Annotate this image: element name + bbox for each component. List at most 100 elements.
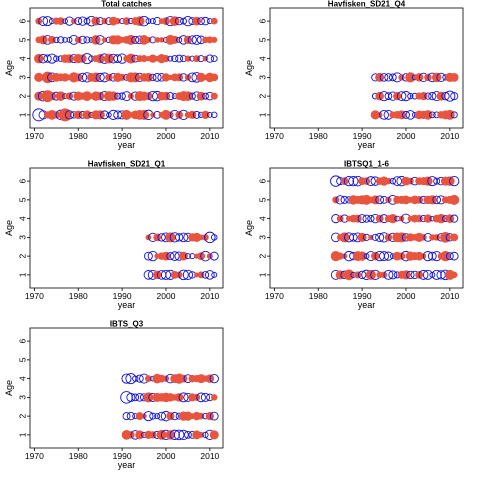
x-tick-label: 2010	[200, 291, 219, 301]
negative-residual-point	[388, 270, 398, 280]
positive-residual-point	[209, 430, 219, 440]
positive-residual-point	[125, 53, 136, 64]
positive-residual-point	[415, 195, 424, 204]
positive-residual-point	[184, 55, 192, 62]
negative-residual-point	[154, 413, 161, 420]
positive-residual-point	[202, 55, 209, 62]
panel-3: Havfisken_SD21_Q1 1970 1980 1990 2000 2010 1 2 3…	[4, 160, 224, 310]
y-axis-label: Age	[4, 220, 14, 236]
y-tick-label: 1	[17, 112, 27, 117]
negative-residual-point	[431, 269, 442, 280]
y-tick-label: 4	[17, 56, 27, 61]
negative-residual-point	[335, 195, 345, 205]
negative-residual-point	[78, 72, 88, 82]
y-tick-label: 2	[257, 253, 267, 258]
y-tick-label: 5	[257, 37, 267, 42]
negative-residual-point	[428, 111, 436, 119]
y-tick-label: 1	[257, 272, 267, 277]
y-tick-label: 4	[257, 216, 267, 221]
negative-residual-point	[196, 392, 206, 403]
positive-residual-point	[388, 213, 398, 224]
negative-residual-point	[187, 35, 197, 45]
positive-residual-point	[158, 37, 165, 43]
negative-residual-point	[200, 392, 211, 402]
negative-residual-point	[173, 429, 185, 441]
negative-residual-point	[445, 252, 454, 261]
negative-residual-point	[201, 16, 210, 26]
positive-residual-point	[450, 271, 458, 279]
negative-residual-point	[349, 233, 358, 242]
negative-residual-point	[78, 35, 87, 44]
negative-residual-point	[205, 54, 214, 63]
panel-title: IBTSQ1_1-6	[344, 160, 389, 169]
negative-residual-point	[166, 252, 175, 261]
negative-residual-point	[149, 18, 156, 25]
negative-residual-point	[375, 232, 385, 242]
negative-residual-point	[42, 16, 53, 27]
positive-residual-point	[336, 215, 344, 223]
positive-residual-point	[179, 374, 188, 383]
positive-residual-point	[135, 430, 145, 440]
negative-residual-point	[441, 91, 450, 101]
y-tick-label: 5	[17, 357, 27, 362]
negative-residual-point	[83, 17, 91, 25]
positive-residual-point	[114, 18, 121, 25]
negative-residual-point	[204, 231, 216, 244]
negative-residual-point	[422, 251, 433, 262]
negative-residual-point	[62, 18, 68, 24]
positive-residual-point	[74, 36, 82, 44]
x-tick-label: 1990	[113, 131, 132, 141]
negative-residual-point	[171, 55, 179, 63]
plot-frame	[29, 7, 224, 129]
positive-residual-point	[210, 17, 218, 25]
negative-residual-point	[384, 73, 393, 82]
positive-residual-point	[423, 110, 433, 120]
positive-residual-point	[145, 375, 152, 383]
negative-residual-point	[388, 73, 397, 82]
negative-residual-point	[149, 412, 157, 420]
x-tick-label: 2000	[157, 451, 176, 461]
negative-residual-point	[389, 177, 397, 185]
positive-residual-point	[449, 194, 460, 205]
x-tick-label: 1970	[25, 131, 44, 141]
y-tick-label: 6	[257, 178, 267, 183]
x-tick-label: 1990	[113, 451, 132, 461]
x-tick-label: 2000	[157, 291, 176, 301]
positive-residual-point	[48, 35, 56, 44]
y-tick-label: 3	[17, 235, 27, 240]
negative-residual-point	[379, 73, 389, 82]
positive-residual-point	[105, 73, 113, 82]
negative-residual-point	[433, 177, 441, 185]
positive-residual-point	[82, 110, 92, 120]
negative-residual-point	[209, 373, 219, 384]
negative-residual-point	[210, 111, 218, 119]
negative-residual-point	[53, 36, 60, 44]
x-tick-label: 1970	[25, 451, 44, 461]
negative-residual-point	[424, 92, 432, 100]
positive-residual-point	[401, 270, 411, 280]
positive-residual-point	[169, 16, 180, 26]
negative-residual-point	[166, 92, 175, 101]
panel-title: Havfisken_SD21_Q1	[88, 160, 166, 169]
plot-frame	[29, 167, 224, 289]
y-tick-label: 4	[17, 216, 27, 221]
positive-residual-point	[211, 36, 218, 43]
y-tick-label: 2	[257, 93, 267, 98]
positive-residual-point	[161, 91, 171, 101]
x-axis-label: year	[118, 460, 136, 470]
negative-residual-point	[379, 110, 389, 120]
negative-residual-point	[210, 55, 218, 63]
negative-residual-point	[192, 111, 201, 119]
negative-residual-point	[405, 110, 416, 120]
panel-4: IBTSQ1_1-6 1970 1980 1990 2000 2010 1 2 3 4 5 6 year…	[244, 160, 464, 310]
negative-residual-point	[126, 392, 136, 402]
negative-residual-point	[348, 175, 359, 187]
positive-residual-point	[433, 234, 440, 241]
negative-residual-point	[449, 251, 459, 261]
y-axis-label: Age	[4, 60, 14, 76]
positive-residual-point	[406, 177, 414, 185]
negative-residual-point	[143, 270, 154, 280]
y-tick-label: 3	[17, 75, 27, 80]
x-tick-label: 1990	[353, 131, 372, 141]
negative-residual-point	[357, 270, 367, 280]
